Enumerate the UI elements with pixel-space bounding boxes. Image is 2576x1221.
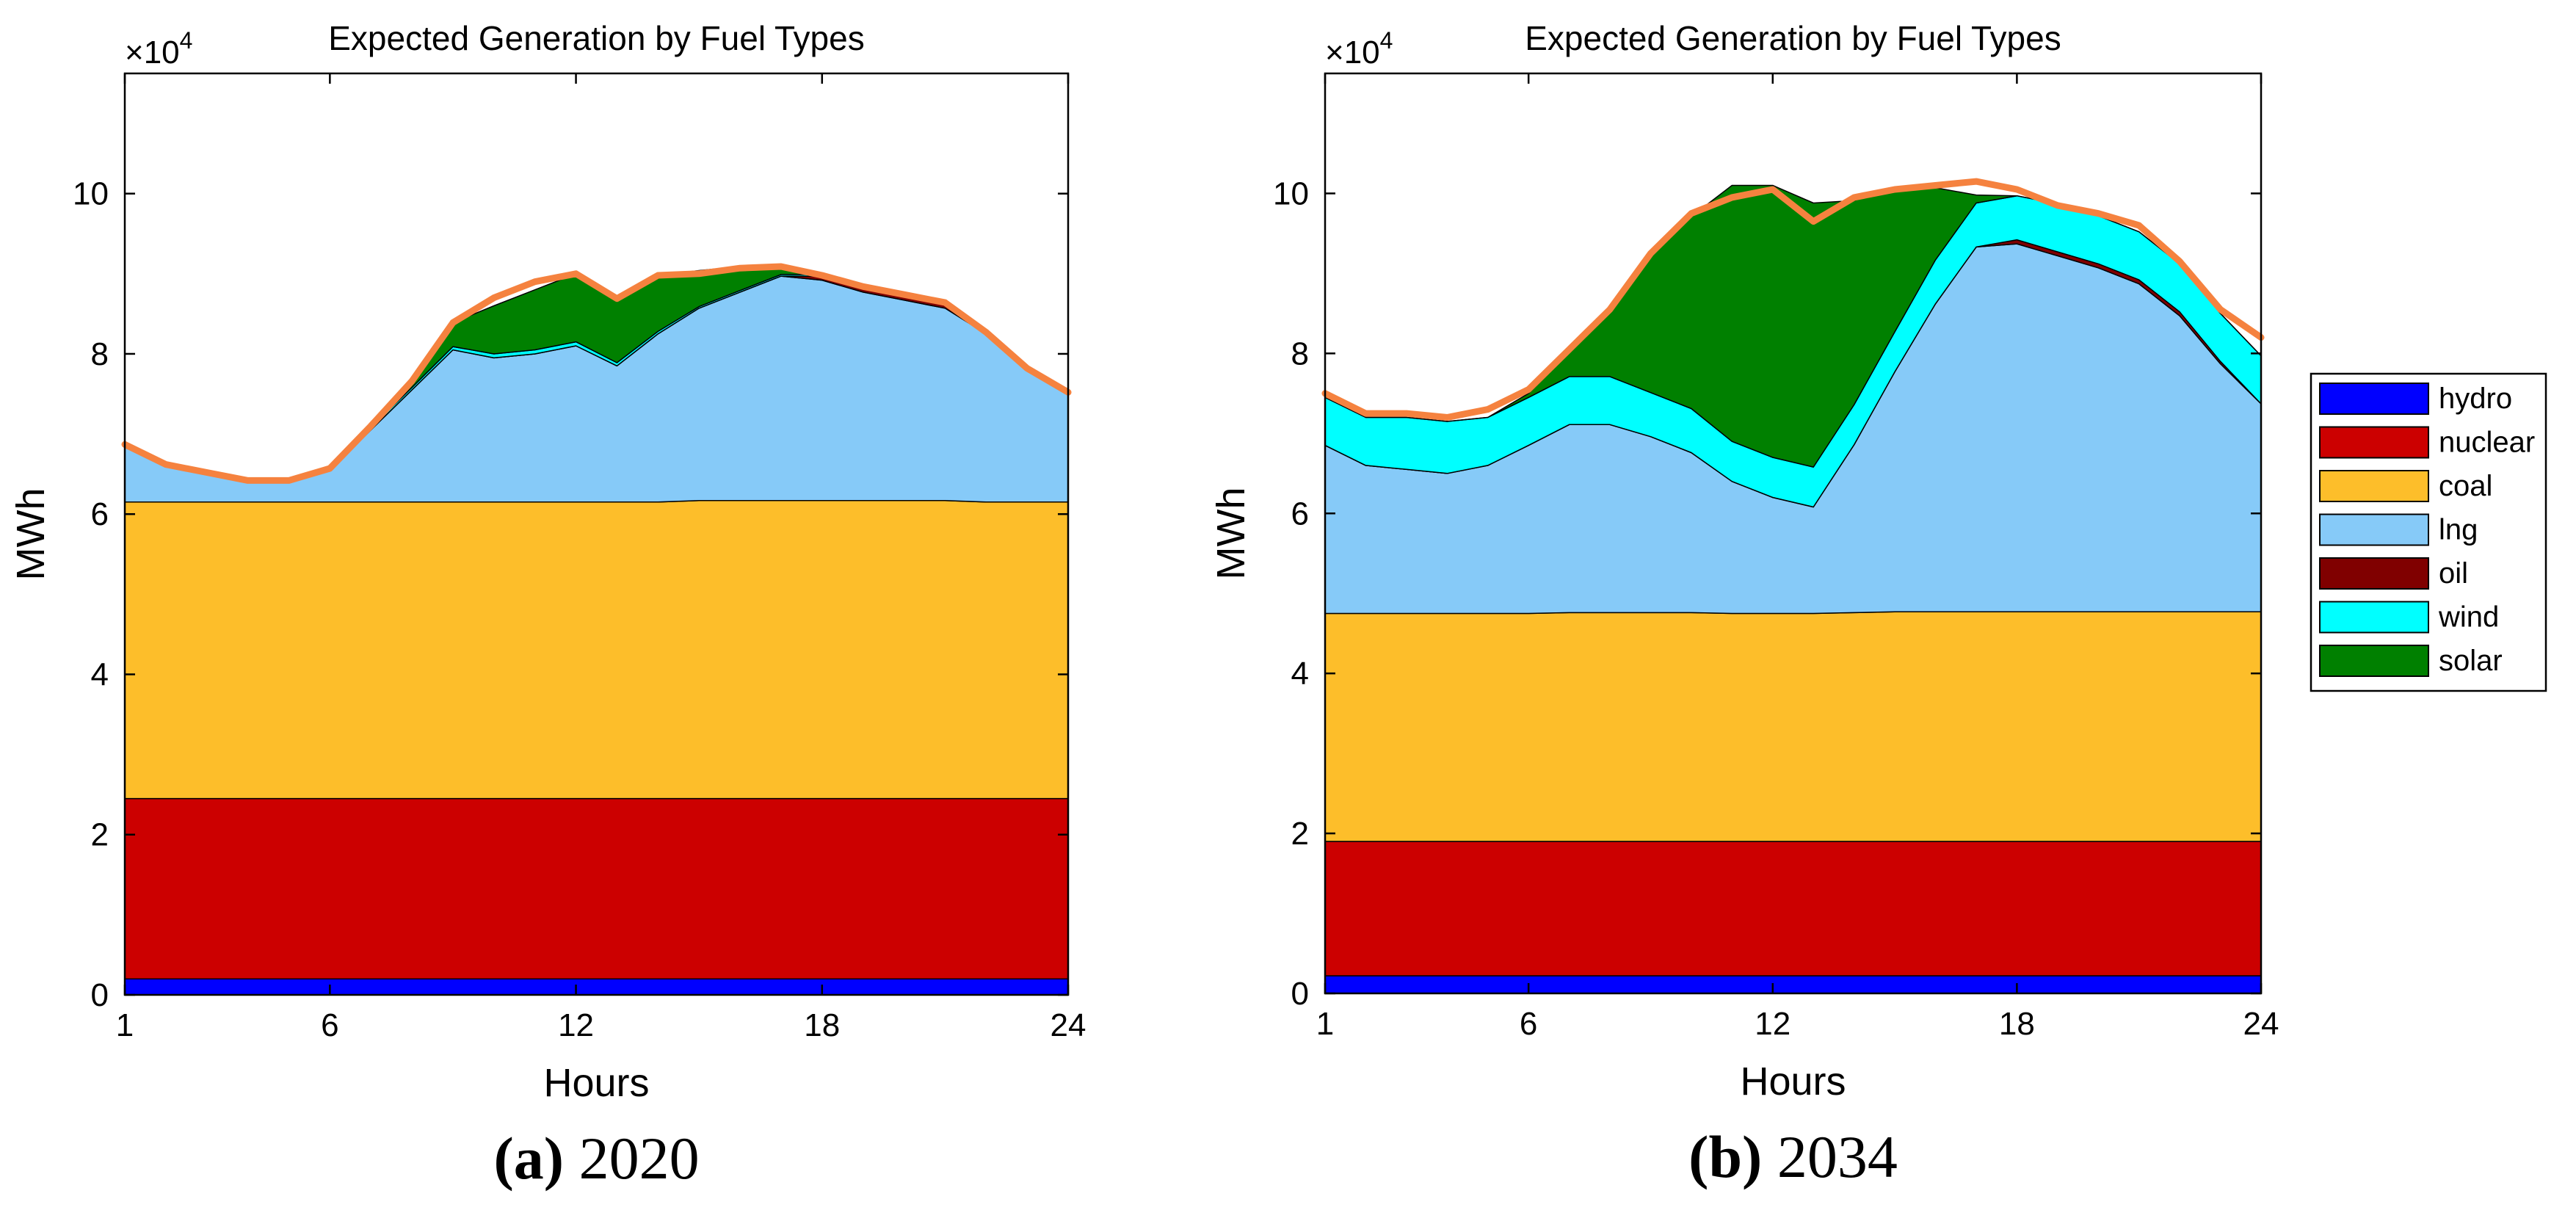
x-tick-label: 18 <box>804 1007 840 1043</box>
x-tick-label: 18 <box>1999 1006 2035 1042</box>
legend-swatch <box>2319 426 2429 459</box>
caption-letter: (a) <box>493 1125 564 1192</box>
legend-item-solar: solar <box>2319 645 2503 677</box>
legend-label: solar <box>2439 645 2503 677</box>
area-coal <box>1324 611 2262 842</box>
exponent-base: ×10 <box>1325 35 1380 70</box>
area-hydro <box>124 978 1069 996</box>
y-tick-label: 10 <box>73 176 109 212</box>
legend-item-hydro: hydro <box>2319 383 2512 415</box>
y-tick-label: 2 <box>1291 816 1309 852</box>
y-tick-label: 0 <box>91 977 109 1013</box>
y-tick-label: 4 <box>1291 656 1309 692</box>
subfigure-caption: (a) 2020 <box>493 1125 699 1192</box>
x-tick-label: 6 <box>1520 1006 1537 1042</box>
x-axis-label: Hours <box>1740 1059 1846 1104</box>
legend-items: hydro nuclear coal lng oil wind solar <box>2319 383 2535 677</box>
legend-label: hydro <box>2439 383 2512 415</box>
legend: hydro nuclear coal lng oil wind solar <box>2310 372 2547 692</box>
legend-item-wind: wind <box>2319 601 2499 634</box>
exponent-power: 4 <box>1380 27 1393 54</box>
x-tick-label: 12 <box>1755 1006 1790 1042</box>
caption-space <box>1762 1123 1777 1190</box>
x-tick-label: 12 <box>558 1007 594 1043</box>
legend-item-oil: oil <box>2319 557 2468 590</box>
caption-year: 2034 <box>1777 1123 1898 1190</box>
exponent-power: 4 <box>180 27 193 54</box>
legend-label: wind <box>2438 601 2499 634</box>
axes-box <box>1324 72 2263 995</box>
x-tick-label: 24 <box>2243 1006 2279 1042</box>
caption-letter: (b) <box>1688 1123 1762 1190</box>
y-axis-label: MWh <box>9 488 53 581</box>
legend-item-nuclear: nuclear <box>2319 426 2535 459</box>
exponent-base: ×10 <box>125 35 180 70</box>
legend-swatch <box>2319 470 2429 502</box>
axes-box <box>123 72 1070 996</box>
legend-item-lng: lng <box>2319 513 2478 546</box>
subfigure-caption: (b) 2034 <box>1688 1123 1898 1190</box>
y-tick-label: 8 <box>1291 336 1309 372</box>
chart-title: Expected Generation by Fuel Types <box>328 19 864 57</box>
y-tick-label: 8 <box>91 336 109 372</box>
area-nuclear <box>1324 841 2262 977</box>
area-coal <box>124 499 1069 800</box>
caption-year: 2020 <box>579 1125 700 1192</box>
y-exponent-label: ×104 <box>1325 27 1393 70</box>
legend-swatch <box>2319 601 2429 634</box>
y-exponent-label: ×104 <box>125 27 192 70</box>
legend-label: coal <box>2439 470 2492 502</box>
y-axis-label: MWh <box>1209 488 1253 580</box>
legend-label: nuclear <box>2439 427 2535 459</box>
legend-label: oil <box>2439 557 2468 590</box>
y-tick-label: 6 <box>91 496 109 532</box>
total-line <box>1321 178 2265 421</box>
x-tick-label: 24 <box>1051 1007 1086 1043</box>
caption-space <box>564 1125 579 1192</box>
y-tick-label: 2 <box>91 817 109 853</box>
legend-swatch <box>2319 383 2429 415</box>
area-nuclear <box>124 797 1069 979</box>
y-tick-label: 0 <box>1291 976 1309 1012</box>
legend-swatch <box>2319 557 2429 590</box>
legend-swatch <box>2319 513 2429 546</box>
x-tick-label: 6 <box>321 1007 338 1043</box>
y-tick-label: 4 <box>91 656 109 692</box>
y-tick-label: 6 <box>1291 496 1309 532</box>
y-tick-label: 10 <box>1273 175 1309 211</box>
legend-swatch <box>2319 645 2429 677</box>
x-tick-label: 1 <box>1316 1006 1334 1042</box>
legend-label: lng <box>2439 514 2478 546</box>
chart-title: Expected Generation by Fuel Types <box>1525 19 2061 57</box>
x-axis-label: Hours <box>543 1061 649 1105</box>
x-tick-label: 1 <box>116 1007 134 1043</box>
total-line <box>121 263 1072 484</box>
legend-item-coal: coal <box>2319 470 2492 502</box>
area-hydro <box>1324 975 2262 994</box>
